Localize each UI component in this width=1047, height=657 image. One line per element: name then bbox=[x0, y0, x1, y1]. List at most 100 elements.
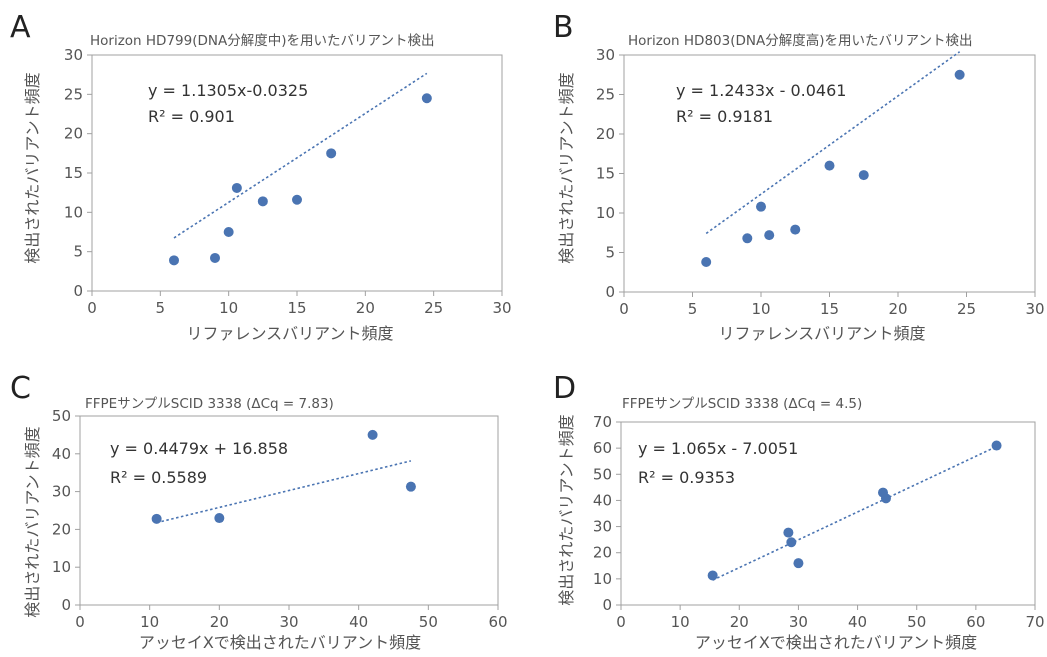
x-axis-label: アッセイXで検出されたバリアント頻度 bbox=[139, 633, 421, 652]
x-axis-label: リファレンスバリアント頻度 bbox=[718, 324, 925, 343]
y-tick-label: 25 bbox=[596, 86, 615, 104]
data-point bbox=[214, 513, 225, 524]
data-point bbox=[991, 440, 1002, 451]
r-squared-label: R² = 0.9181 bbox=[676, 107, 773, 126]
x-axis-label: リファレンスバリアント頻度 bbox=[186, 324, 393, 343]
x-tick-label: 25 bbox=[424, 299, 443, 317]
data-point bbox=[783, 527, 794, 538]
y-tick-label: 0 bbox=[602, 596, 612, 614]
x-tick-label: 60 bbox=[966, 613, 985, 631]
y-tick-label: 40 bbox=[52, 445, 71, 463]
trendline-equation: y = 1.2433x - 0.0461 bbox=[676, 81, 846, 100]
r-squared-label: R² = 0.901 bbox=[148, 107, 235, 126]
panel-letter: D bbox=[553, 371, 576, 406]
y-axis-label: 検出されたバリアント頻度 bbox=[23, 72, 42, 263]
chart-title: FFPEサンプルSCID 3338 (ΔCq = 4.5) bbox=[622, 396, 862, 412]
chart-panel-d: D FFPEサンプルSCID 3338 (ΔCq = 4.5) 0 10 20 30 40 5… bbox=[553, 371, 1045, 652]
r-squared-label: R² = 0.5589 bbox=[110, 468, 207, 487]
x-tick-label: 20 bbox=[888, 300, 907, 318]
data-point bbox=[701, 256, 712, 267]
trendline bbox=[173, 72, 428, 239]
chart-title: FFPEサンプルSCID 3338 (ΔCq = 7.83) bbox=[85, 396, 334, 412]
x-tick-label: 30 bbox=[789, 613, 808, 631]
trendline bbox=[705, 51, 961, 235]
data-point bbox=[292, 194, 302, 205]
y-tick-label: 50 bbox=[593, 465, 612, 483]
x-axis-label: アッセイXで検出されたバリアント頻度 bbox=[695, 633, 977, 652]
y-tick-label: 5 bbox=[73, 243, 83, 261]
data-point bbox=[210, 252, 220, 263]
y-tick-label: 20 bbox=[596, 125, 615, 143]
y-tick-label: 60 bbox=[593, 439, 612, 457]
data-point bbox=[169, 255, 179, 266]
data-point bbox=[231, 182, 242, 193]
x-tick-label: 5 bbox=[156, 299, 166, 317]
trendline bbox=[712, 445, 997, 581]
x-tick-label: 60 bbox=[488, 613, 507, 631]
data-point bbox=[421, 93, 432, 104]
y-tick-label: 30 bbox=[64, 46, 83, 64]
trendline-equation: y = 1.065x - 7.0051 bbox=[638, 439, 798, 458]
y-tick-label: 5 bbox=[605, 244, 615, 262]
y-tick-label: 30 bbox=[596, 46, 615, 64]
chart-title: Horizon HD803(DNA分解度高)を用いたバリアント検出 bbox=[628, 32, 972, 49]
y-tick-label: 10 bbox=[64, 203, 83, 221]
x-tick-label: 0 bbox=[616, 613, 626, 631]
panel-letter: A bbox=[10, 10, 31, 45]
data-point bbox=[326, 148, 337, 159]
y-tick-label: 10 bbox=[52, 558, 71, 576]
data-point bbox=[790, 224, 801, 235]
x-tick-label: 5 bbox=[688, 300, 698, 318]
y-tick-label: 30 bbox=[52, 483, 71, 501]
x-tick-label: 10 bbox=[140, 613, 159, 631]
data-point bbox=[954, 69, 965, 80]
x-tick-label: 40 bbox=[848, 613, 867, 631]
y-tick-label: 0 bbox=[61, 596, 71, 614]
x-tick-label: 30 bbox=[492, 299, 511, 317]
y-tick-label: 0 bbox=[605, 283, 615, 301]
data-point bbox=[824, 160, 835, 171]
x-tick-label: 0 bbox=[87, 299, 97, 317]
data-point bbox=[858, 170, 869, 181]
y-tick-label: 50 bbox=[52, 407, 71, 425]
r-squared-label: R² = 0.9353 bbox=[638, 468, 735, 487]
x-tick-label: 20 bbox=[730, 613, 749, 631]
data-point bbox=[880, 493, 891, 504]
x-tick-label: 30 bbox=[1025, 300, 1044, 318]
data-point bbox=[367, 429, 378, 440]
x-tick-label: 30 bbox=[279, 613, 298, 631]
y-tick-label: 10 bbox=[596, 204, 615, 222]
data-point bbox=[223, 227, 234, 237]
data-point bbox=[151, 513, 162, 524]
y-tick-label: 25 bbox=[64, 85, 83, 103]
data-point bbox=[742, 233, 753, 244]
chart-title: Horizon HD799(DNA分解度中)を用いたバリアント検出 bbox=[90, 33, 434, 49]
x-tick-label: 0 bbox=[75, 613, 85, 631]
data-point bbox=[756, 201, 766, 212]
x-tick-label: 10 bbox=[751, 300, 770, 318]
x-tick-label: 50 bbox=[907, 613, 926, 631]
y-tick-label: 15 bbox=[64, 164, 83, 182]
y-tick-label: 20 bbox=[52, 520, 71, 538]
y-tick-label: 20 bbox=[593, 544, 612, 562]
panel-letter: C bbox=[10, 371, 31, 406]
trendline bbox=[156, 460, 412, 524]
x-tick-label: 10 bbox=[219, 299, 238, 317]
y-tick-label: 10 bbox=[593, 570, 612, 588]
chart-panel-a: A Horizon HD799(DNA分解度中)を用いたバリアント検出 0 5 10 15… bbox=[10, 10, 512, 343]
y-tick-label: 30 bbox=[593, 518, 612, 536]
chart-panel-c: C FFPEサンプルSCID 3338 (ΔCq = 7.83) 0 10 20 30 40… bbox=[10, 371, 508, 652]
y-axis-label: 検出されたバリアント頻度 bbox=[23, 426, 42, 617]
x-tick-label: 50 bbox=[419, 613, 438, 631]
x-tick-label: 15 bbox=[287, 299, 306, 317]
x-tick-label: 70 bbox=[1025, 613, 1044, 631]
plot-frame bbox=[620, 421, 1036, 606]
y-axis-label: 検出されたバリアント頻度 bbox=[557, 414, 576, 605]
data-point bbox=[257, 196, 268, 207]
data-point bbox=[764, 230, 775, 241]
y-tick-label: 20 bbox=[64, 125, 83, 143]
data-point bbox=[405, 481, 416, 492]
x-tick-label: 10 bbox=[671, 613, 690, 631]
chart-panel-b: B Horizon HD803(DNA分解度高)を用いたバリアント検出 0 5 10 15… bbox=[553, 10, 1045, 343]
